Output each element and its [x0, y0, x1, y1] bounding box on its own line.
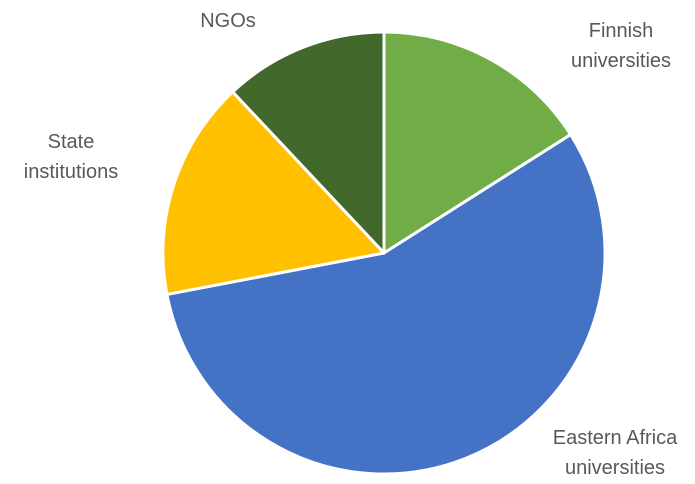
pie-label-line: Eastern Africa	[553, 427, 678, 449]
pie-label-finnish-universities: Finnish universities	[571, 20, 671, 72]
pie-label-eastern-africa-universities: Eastern Africa universities	[553, 427, 678, 479]
pie-label-line: institutions	[24, 161, 119, 183]
pie-label-state-institutions: State institutions	[24, 131, 119, 183]
pie-label-line: State	[48, 131, 95, 153]
pie-label-line: universities	[565, 457, 665, 479]
pie-slice-eastern-africa-universities	[165, 133, 607, 476]
pie-labels: Finnish universities Eastern Africa univers…	[24, 10, 678, 479]
pie-label-line: Finnish	[589, 20, 653, 42]
pie-label-line: universities	[571, 50, 671, 72]
pie-label-ngos: NGOs	[200, 10, 256, 32]
pie-slice-ngos	[231, 30, 386, 255]
pie-slice-state-institutions	[161, 90, 386, 296]
pie-label-line: NGOs	[200, 10, 256, 32]
pie-slice-finnish-universities	[382, 30, 573, 255]
pie-slices	[161, 30, 607, 476]
